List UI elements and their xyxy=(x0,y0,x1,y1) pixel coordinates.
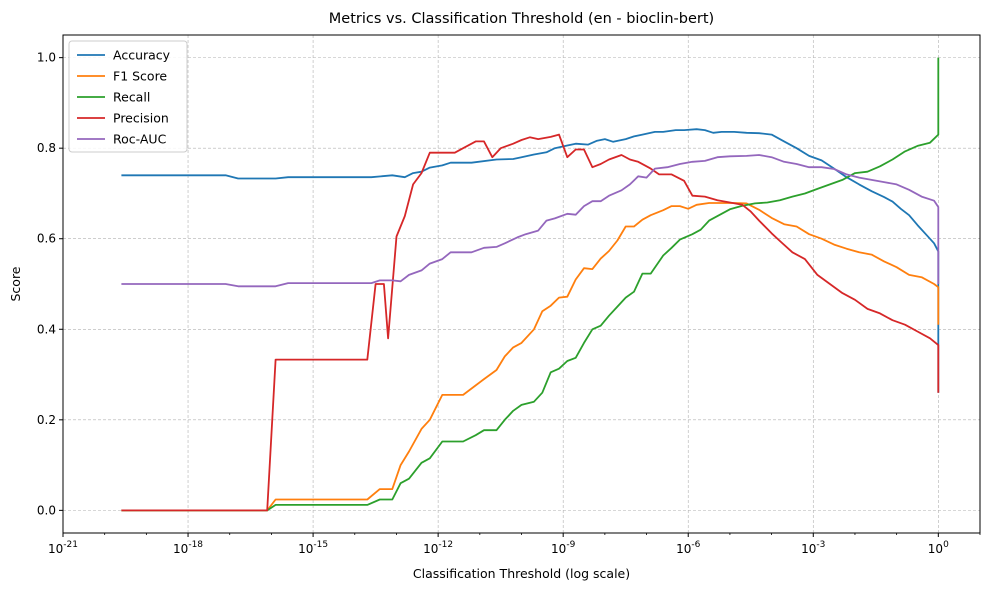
legend-label: F1 Score xyxy=(113,69,167,84)
legend-label: Accuracy xyxy=(113,48,171,63)
x-tick-label: 10-9 xyxy=(551,540,576,556)
series-lines xyxy=(121,57,940,512)
legend-label: Precision xyxy=(113,111,169,126)
series-line-accuracy xyxy=(121,128,940,393)
x-tick-label: 10-15 xyxy=(298,540,328,556)
series-line-roc-auc xyxy=(121,154,940,288)
y-tick-label: 0.8 xyxy=(37,141,56,155)
x-axis-ticks: 10-21 10-18 10-15 10-12 10-9 10-6 10-3 100 xyxy=(48,533,981,556)
x-tick-label: 10-3 xyxy=(801,540,825,556)
y-axis-ticks: 0.0 0.2 0.4 0.6 0.8 1.0 xyxy=(37,51,63,517)
legend: Accuracy F1 Score Recall Precision Roc-AUC xyxy=(68,40,188,153)
y-tick-label: 1.0 xyxy=(37,51,56,65)
series-line-precision xyxy=(121,133,940,512)
y-tick-label: 0.4 xyxy=(37,322,56,336)
legend-label: Recall xyxy=(113,90,150,105)
x-tick-label: 10-12 xyxy=(423,540,453,556)
x-axis-label: Classification Threshold (log scale) xyxy=(413,566,630,581)
series-line-f1-score xyxy=(121,202,940,512)
x-tick-label: 100 xyxy=(928,540,949,556)
chart-title: Metrics vs. Classification Threshold (en… xyxy=(329,11,714,27)
x-tick-label: 10-21 xyxy=(48,540,78,556)
x-tick-label: 10-6 xyxy=(676,540,701,556)
x-tick-label: 10-18 xyxy=(173,540,203,556)
legend-label: Roc-AUC xyxy=(113,132,167,147)
y-axis-label: Score xyxy=(8,266,23,301)
legend-box xyxy=(68,40,188,153)
y-tick-label: 0.0 xyxy=(37,503,56,517)
y-tick-label: 0.6 xyxy=(37,232,56,246)
y-tick-label: 0.2 xyxy=(37,413,56,427)
series-line-recall xyxy=(121,57,940,512)
